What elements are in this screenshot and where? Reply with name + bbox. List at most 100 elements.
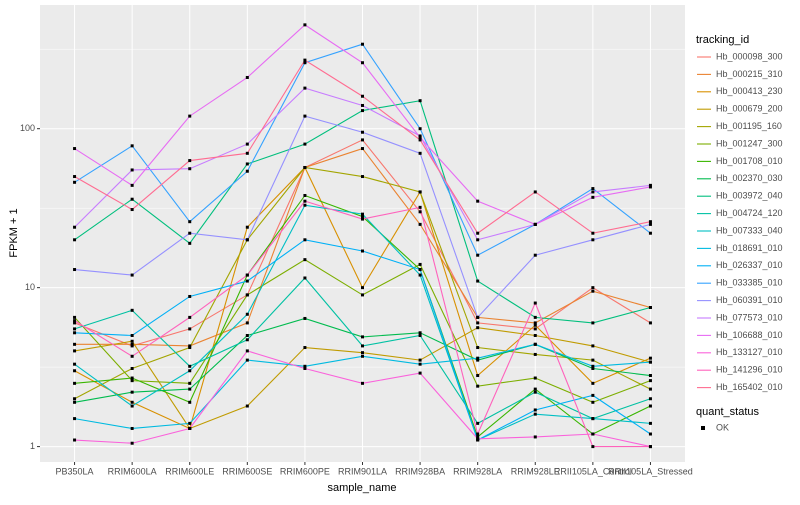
point [533,327,537,331]
point [418,371,422,375]
point [591,381,595,385]
point [73,180,77,184]
point [130,376,134,380]
point [73,175,77,179]
point [476,437,480,441]
point [361,381,364,385]
point [533,408,537,412]
legend-label: Hb_106688_010 [716,330,783,340]
point [476,435,480,439]
point [418,210,422,214]
point [188,346,192,350]
point [648,321,652,325]
point [361,103,364,107]
point [361,94,364,98]
point [245,151,249,155]
point [73,438,77,442]
point [245,75,249,79]
point [418,138,422,142]
point [188,369,192,373]
point [533,190,537,194]
point [648,421,652,425]
point [303,276,307,280]
point [418,205,422,209]
point [73,417,77,421]
point [303,238,307,242]
legend-label: Hb_000215_310 [716,69,783,79]
point [648,183,652,187]
point [361,351,364,355]
point [648,404,652,408]
point [418,333,422,337]
point [648,379,652,383]
point [418,136,422,140]
point [130,354,134,358]
point [648,387,652,391]
x-tick-label: RRII105LA_Control [554,466,632,476]
x-tick-label: RRIM928BA [395,466,445,476]
point [73,268,77,272]
y-tick-label: 10 [25,282,35,292]
point [245,321,249,325]
point [533,253,537,257]
point [648,360,652,364]
point [476,432,480,436]
point [130,400,134,404]
point [73,362,77,366]
point [361,138,364,142]
point [303,203,307,207]
x-tick-label: PB350LA [56,466,94,476]
point [476,421,480,425]
point [130,308,134,312]
point [303,142,307,146]
point [73,331,77,335]
point [591,417,595,421]
legend-label: Hb_007333_040 [716,225,783,235]
point [418,190,422,194]
point [73,400,77,404]
point [361,130,364,134]
point [303,58,307,62]
point [303,346,307,350]
point [591,432,595,436]
point [533,315,537,319]
point [591,393,595,397]
point [130,441,134,445]
x-tick-label: RRIM928LE [511,466,560,476]
point [591,286,595,290]
point [303,61,307,65]
point [361,293,364,297]
point [303,23,307,27]
point [591,321,595,325]
point [245,225,249,229]
point [361,175,364,179]
x-tick-label: RRIM600PE [280,466,330,476]
point [591,289,595,293]
shape-legend-key [701,426,705,430]
point [73,321,77,325]
point [648,222,652,226]
legend-label: Hb_000679_200 [716,104,783,114]
point [476,253,480,257]
point [130,342,134,346]
point [361,354,364,358]
point [73,225,77,229]
point [188,327,192,331]
point [361,42,364,46]
x-axis-title: sample_name [327,482,396,494]
legend-label: Hb_026337_010 [716,260,783,270]
x-tick-label: RRIM600LE [165,466,214,476]
point [245,273,249,277]
point [130,390,134,394]
point [533,342,537,346]
x-tick-label: RRIM600LA [108,466,157,476]
point [476,279,480,283]
point [130,333,134,337]
point [648,306,652,310]
point [130,208,134,212]
point [188,400,192,404]
point [418,358,422,362]
point [591,238,595,242]
legend-label: Hb_000098_300 [716,51,783,61]
point [73,327,77,331]
